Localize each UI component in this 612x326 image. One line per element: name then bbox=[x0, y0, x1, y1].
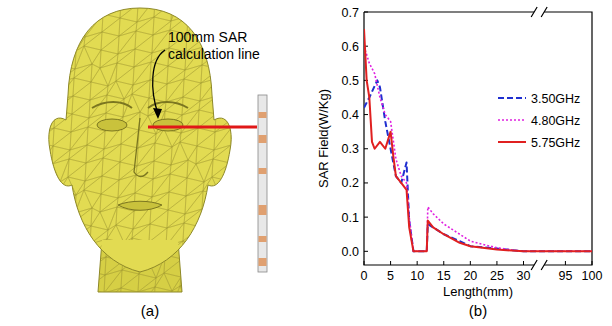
mouth bbox=[118, 201, 162, 210]
antenna-segment bbox=[259, 135, 267, 143]
x-tick bbox=[443, 261, 444, 265]
annotation: 100mm SARcalculation line bbox=[168, 29, 260, 62]
legend-swatch bbox=[498, 97, 526, 99]
antenna-segment bbox=[259, 258, 267, 266]
y-tick-label: 0.3 bbox=[342, 142, 359, 156]
antenna-segment bbox=[259, 205, 267, 215]
sar-line bbox=[148, 126, 257, 129]
brow bbox=[148, 102, 188, 108]
x-tick-label: 20 bbox=[463, 269, 477, 283]
legend-label: 5.75GHz bbox=[531, 136, 580, 150]
x-tick bbox=[364, 261, 365, 265]
figure: 100mm SARcalculation line (a) 0.0 0.1 0.2 0.3… bbox=[0, 0, 612, 326]
legend-swatch bbox=[498, 119, 526, 121]
antenna bbox=[258, 95, 267, 272]
chart: 0.0 0.1 0.2 0.3 0.4 0.5 0.6 0.7 0 5 10 15 20 25 30 95 10… bbox=[316, 6, 602, 300]
antenna-segment bbox=[259, 236, 267, 242]
y-tick bbox=[364, 251, 368, 252]
x-tick bbox=[496, 261, 497, 265]
legend: 3.50GHz 4.80GHz 5.75GHz bbox=[498, 92, 580, 150]
x-tick bbox=[523, 261, 524, 265]
y-tick bbox=[364, 114, 368, 115]
panel-label: (a) bbox=[141, 302, 159, 319]
legend-label: 3.50GHz bbox=[531, 92, 580, 106]
x-axis-title: Length(mm) bbox=[443, 284, 513, 299]
antenna-segment bbox=[259, 112, 267, 118]
nose bbox=[134, 118, 148, 177]
y-axis-title: SAR Field(W/Kg) bbox=[316, 89, 331, 188]
x-tick-label: 0 bbox=[361, 269, 368, 283]
annotation-arrow bbox=[153, 50, 165, 114]
x-tick bbox=[565, 261, 566, 265]
arrow-head bbox=[153, 108, 162, 119]
brow bbox=[92, 102, 132, 108]
legend-swatch bbox=[498, 141, 526, 143]
x-tick bbox=[470, 261, 471, 265]
y-tick-label: 0.7 bbox=[342, 6, 359, 20]
y-tick-label: 0.6 bbox=[342, 40, 359, 54]
x-tick bbox=[390, 261, 391, 265]
series-line bbox=[364, 29, 592, 251]
annotation-line: calculation line bbox=[168, 46, 260, 62]
plot-data bbox=[364, 29, 592, 251]
y-tick bbox=[364, 182, 368, 183]
x-tick-label: 95 bbox=[558, 269, 572, 283]
eye bbox=[153, 119, 183, 131]
x-tick-label: 25 bbox=[490, 269, 504, 283]
x-tick-label: 100 bbox=[582, 269, 603, 283]
head-panel: 100mm SARcalculation line bbox=[36, 0, 267, 310]
panel-label: (b) bbox=[469, 302, 487, 319]
eye bbox=[97, 119, 127, 131]
x-tick bbox=[592, 261, 593, 265]
y-tick-label: 0.1 bbox=[342, 211, 359, 225]
legend-label: 4.80GHz bbox=[531, 114, 580, 128]
plot-frame bbox=[364, 12, 592, 265]
y-tick bbox=[364, 148, 368, 149]
x-tick-label: 10 bbox=[410, 269, 424, 283]
x-tick bbox=[417, 261, 418, 265]
annotation-line: 100mm SAR bbox=[168, 29, 247, 45]
y-tick-label: 0.2 bbox=[342, 176, 359, 190]
y-tick-label: 0.5 bbox=[342, 74, 359, 88]
y-tick-label: 0.0 bbox=[342, 245, 359, 259]
y-tick bbox=[364, 217, 368, 218]
x-tick-label: 15 bbox=[437, 269, 451, 283]
y-tick-label: 0.4 bbox=[342, 108, 359, 122]
x-tick-label: 5 bbox=[387, 269, 394, 283]
y-tick bbox=[364, 12, 368, 13]
x-tick-label: 30 bbox=[517, 269, 531, 283]
antenna-segment bbox=[259, 168, 267, 174]
series-line bbox=[364, 46, 592, 251]
